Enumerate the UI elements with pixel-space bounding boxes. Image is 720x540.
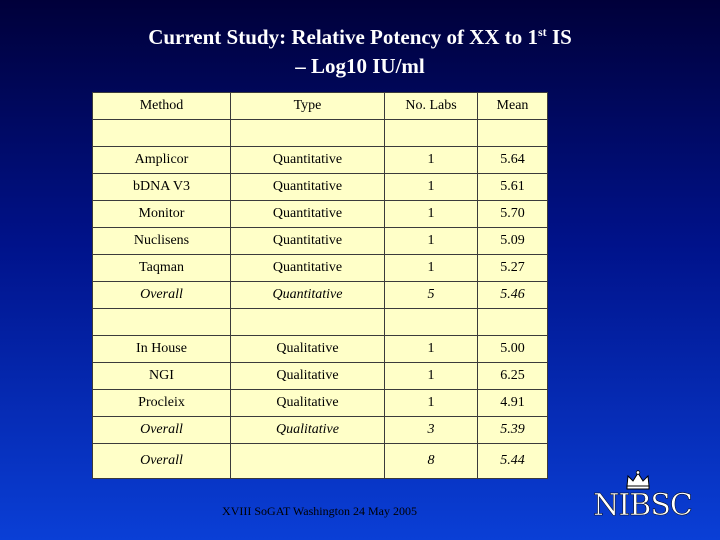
cell-labs: 1 <box>384 335 478 363</box>
cell-mean: 5.64 <box>477 146 548 174</box>
cell-method: Overall <box>92 443 231 479</box>
potency-table: Method Type No. Labs Mean Amplicor Quant… <box>92 92 548 479</box>
footer-text: XVIII SoGAT Washington 24 May 2005 <box>222 504 417 518</box>
cell-mean: 6.25 <box>477 362 548 390</box>
table-header-row: Method Type No. Labs Mean <box>92 92 548 120</box>
cell-mean: 5.44 <box>477 443 548 479</box>
cell-type: Qualitative <box>230 416 385 444</box>
cell-method <box>92 308 231 336</box>
cell-mean: 5.46 <box>477 281 548 309</box>
table-row: Taqman Quantitative 1 5.27 <box>92 254 548 282</box>
cell-labs: 1 <box>384 173 478 201</box>
cell-labs <box>384 119 478 147</box>
cell-type <box>230 443 385 479</box>
cell-mean: 5.70 <box>477 200 548 228</box>
cell-mean <box>477 308 548 336</box>
cell-type <box>230 308 385 336</box>
cell-type: Quantitative <box>230 281 385 309</box>
table-row-overall-total: Overall 8 5.44 <box>92 443 548 479</box>
slide-title: Current Study: Relative Potency of XX to… <box>0 18 720 81</box>
table-row-overall-quantitative: Overall Quantitative 5 5.46 <box>92 281 548 309</box>
cell-method: Amplicor <box>92 146 231 174</box>
cell-type: Qualitative <box>230 389 385 417</box>
cell-mean: 5.39 <box>477 416 548 444</box>
cell-labs: 1 <box>384 389 478 417</box>
crown-icon <box>626 470 650 490</box>
header-type: Type <box>230 92 385 120</box>
table-row-overall-qualitative: Overall Qualitative 3 5.39 <box>92 416 548 444</box>
cell-labs: 1 <box>384 254 478 282</box>
cell-method: Monitor <box>92 200 231 228</box>
cell-method: In House <box>92 335 231 363</box>
cell-method: Overall <box>92 416 231 444</box>
cell-labs: 1 <box>384 227 478 255</box>
cell-type: Quantitative <box>230 146 385 174</box>
cell-labs: 1 <box>384 362 478 390</box>
title-line-2: – Log10 IU/ml <box>295 54 425 78</box>
header-no-labs: No. Labs <box>384 92 478 120</box>
cell-mean: 4.91 <box>477 389 548 417</box>
logo-wordmark: NIBSC <box>593 488 693 524</box>
cell-labs <box>384 308 478 336</box>
cell-labs: 8 <box>384 443 478 479</box>
table-row: NGI Qualitative 1 6.25 <box>92 362 548 390</box>
title-line-1: Current Study: Relative Potency of XX to… <box>0 18 720 52</box>
nibsc-logo: NIBSC <box>585 470 700 528</box>
cell-type: Quantitative <box>230 173 385 201</box>
cell-mean: 5.00 <box>477 335 548 363</box>
cell-mean: 5.61 <box>477 173 548 201</box>
cell-labs: 3 <box>384 416 478 444</box>
cell-mean: 5.27 <box>477 254 548 282</box>
cell-type: Quantitative <box>230 254 385 282</box>
cell-method: NGI <box>92 362 231 390</box>
cell-type: Qualitative <box>230 362 385 390</box>
cell-mean: 5.09 <box>477 227 548 255</box>
table-row: Procleix Qualitative 1 4.91 <box>92 389 548 417</box>
header-method: Method <box>92 92 231 120</box>
cell-type <box>230 119 385 147</box>
cell-method <box>92 119 231 147</box>
table-row: Monitor Quantitative 1 5.70 <box>92 200 548 228</box>
cell-labs: 1 <box>384 146 478 174</box>
cell-method: Overall <box>92 281 231 309</box>
cell-mean <box>477 119 548 147</box>
table-row <box>92 308 548 336</box>
cell-labs: 5 <box>384 281 478 309</box>
cell-labs: 1 <box>384 200 478 228</box>
cell-type: Quantitative <box>230 200 385 228</box>
table-row: In House Qualitative 1 5.00 <box>92 335 548 363</box>
title-line-1-text: Current Study: Relative Potency of XX to… <box>148 25 539 49</box>
table-row: Amplicor Quantitative 1 5.64 <box>92 146 548 174</box>
cell-type: Qualitative <box>230 335 385 363</box>
cell-method: Taqman <box>92 254 231 282</box>
cell-type: Quantitative <box>230 227 385 255</box>
cell-method: Procleix <box>92 389 231 417</box>
cell-method: bDNA V3 <box>92 173 231 201</box>
table-row <box>92 119 548 147</box>
table-row: bDNA V3 Quantitative 1 5.61 <box>92 173 548 201</box>
title-superscript: st <box>538 25 547 39</box>
title-line-1-suffix: IS <box>546 25 572 49</box>
header-mean: Mean <box>477 92 548 120</box>
cell-method: Nuclisens <box>92 227 231 255</box>
table-row: Nuclisens Quantitative 1 5.09 <box>92 227 548 255</box>
